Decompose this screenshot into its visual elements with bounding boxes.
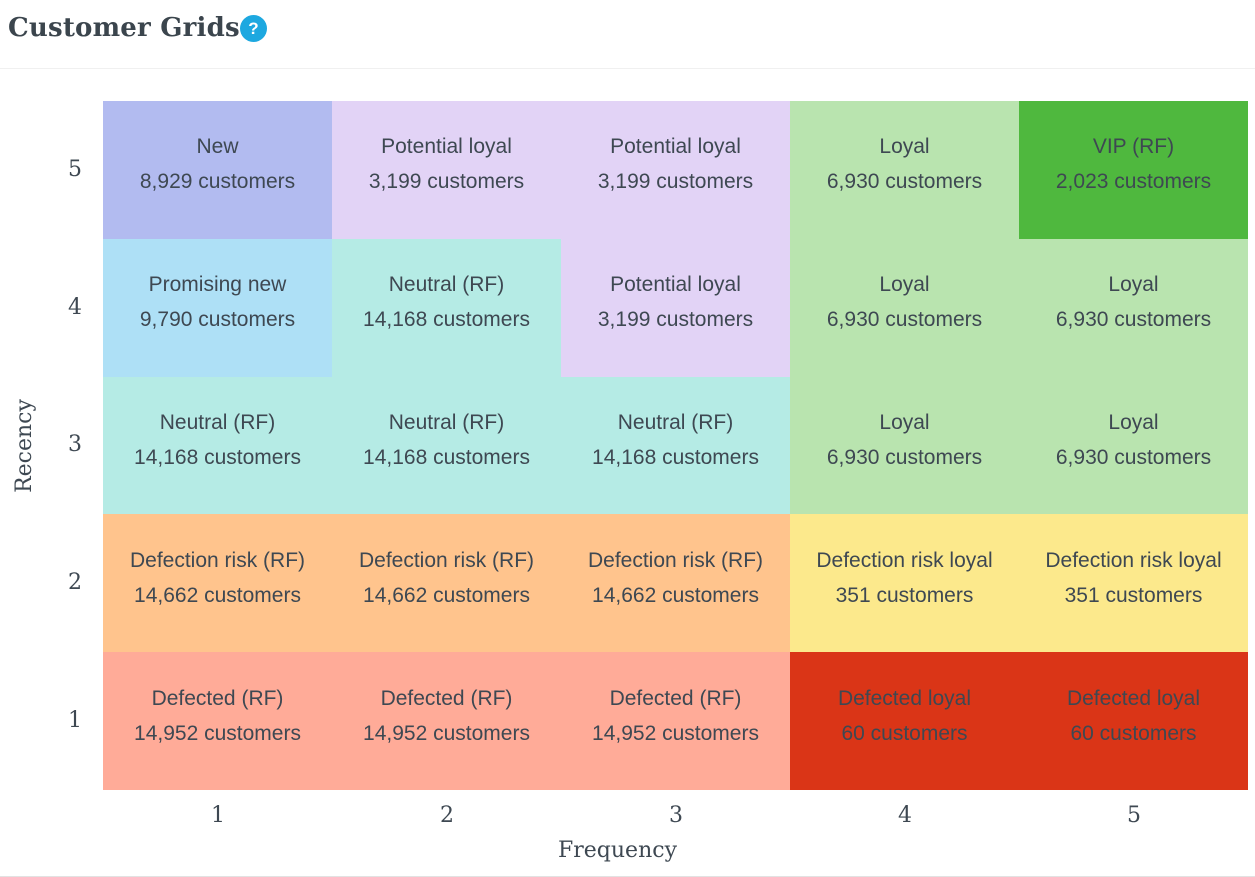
grid-cell-r1f2[interactable]: Defected (RF) 14,952 customers — [332, 652, 561, 790]
segment-name: Defection risk (RF) — [129, 548, 306, 572]
grid-cell-r1f1[interactable]: Defected (RF) 14,952 customers — [103, 652, 332, 790]
help-icon[interactable]: ? — [240, 15, 267, 42]
y-tick-5: 5 — [68, 157, 82, 182]
segment-count: 14,168 customers — [363, 308, 530, 332]
segment-name: Defection risk loyal — [1045, 548, 1222, 572]
grid-cell-r2f4[interactable]: Defection risk loyal 351 customers — [790, 514, 1019, 653]
segment-count: 6,930 customers — [826, 170, 983, 194]
grid-cell-r1f5[interactable]: Defected loyal 60 customers — [1019, 652, 1248, 790]
segment-count: 3,199 customers — [597, 308, 754, 332]
segment-name: Defected loyal — [837, 686, 972, 710]
grid-cell-r3f2[interactable]: Neutral (RF) 14,168 customers — [332, 376, 561, 515]
segment-count: 8,929 customers — [139, 170, 296, 194]
segment-count: 6,930 customers — [826, 308, 983, 332]
y-tick-4: 4 — [68, 295, 82, 320]
segment-name: Potential loyal — [381, 135, 512, 159]
grid-cell-r5f2[interactable]: Potential loyal 3,199 customers — [332, 101, 561, 239]
grid-cell-r2f3[interactable]: Defection risk (RF) 14,662 customers — [561, 514, 790, 653]
segment-name: Defection risk (RF) — [358, 548, 535, 572]
grid-cell-r5f5[interactable]: VIP (RF) 2,023 customers — [1019, 101, 1248, 239]
segment-name: Loyal — [879, 135, 930, 159]
grid-cell-r3f1[interactable]: Neutral (RF) 14,168 customers — [103, 376, 332, 515]
grid-cell-r3f5[interactable]: Loyal 6,930 customers — [1019, 376, 1248, 515]
segment-name: Defection risk (RF) — [587, 548, 764, 572]
segment-name: Defected (RF) — [380, 686, 513, 710]
segment-count: 14,662 customers — [592, 583, 759, 607]
grid-cell-r4f4[interactable]: Loyal 6,930 customers — [790, 238, 1019, 377]
segment-name: Defected (RF) — [609, 686, 742, 710]
segment-count: 14,952 customers — [592, 721, 759, 745]
segment-name: Defected loyal — [1066, 686, 1201, 710]
segment-count: 14,662 customers — [363, 583, 530, 607]
widget-header: Customer Grids ? — [0, 0, 1255, 69]
y-axis-label: Recency — [12, 399, 37, 493]
segment-name: Neutral (RF) — [159, 410, 276, 434]
grid-cell-r3f4[interactable]: Loyal 6,930 customers — [790, 376, 1019, 515]
x-tick-1: 1 — [211, 803, 225, 828]
segment-name: Potential loyal — [610, 135, 741, 159]
segment-count: 14,168 customers — [134, 445, 301, 469]
grid-cell-r5f3[interactable]: Potential loyal 3,199 customers — [561, 101, 790, 239]
segment-count: 14,168 customers — [363, 445, 530, 469]
segment-name: Loyal — [879, 410, 930, 434]
segment-name: Neutral (RF) — [388, 273, 505, 297]
segment-name: Promising new — [148, 273, 287, 297]
segment-count: 9,790 customers — [139, 308, 296, 332]
segment-name: Neutral (RF) — [388, 410, 505, 434]
grid-cell-r2f1[interactable]: Defection risk (RF) 14,662 customers — [103, 514, 332, 653]
segment-name: Loyal — [1108, 273, 1159, 297]
segment-count: 60 customers — [841, 721, 968, 745]
grid-cell-r3f3[interactable]: Neutral (RF) 14,168 customers — [561, 376, 790, 515]
segment-count: 14,952 customers — [363, 721, 530, 745]
x-tick-4: 4 — [898, 803, 912, 828]
y-tick-2: 2 — [68, 570, 82, 595]
grid-cell-r4f2[interactable]: Neutral (RF) 14,168 customers — [332, 238, 561, 377]
segment-count: 351 customers — [1064, 583, 1203, 607]
segment-name: New — [196, 135, 239, 159]
segment-count: 6,930 customers — [1055, 445, 1212, 469]
segment-name: Potential loyal — [610, 273, 741, 297]
segment-name: Defected (RF) — [151, 686, 284, 710]
segment-count: 6,930 customers — [1055, 308, 1212, 332]
page-title: Customer Grids — [8, 13, 240, 43]
grid-cell-r1f3[interactable]: Defected (RF) 14,952 customers — [561, 652, 790, 790]
grid-cell-r4f3[interactable]: Potential loyal 3,199 customers — [561, 238, 790, 377]
x-axis-label: Frequency — [558, 838, 677, 863]
segment-count: 3,199 customers — [368, 170, 525, 194]
segment-name: Loyal — [879, 273, 930, 297]
grid-cell-r1f4[interactable]: Defected loyal 60 customers — [790, 652, 1019, 790]
segment-count: 14,168 customers — [592, 445, 759, 469]
segment-name: Defection risk loyal — [816, 548, 993, 572]
segment-count: 14,952 customers — [134, 721, 301, 745]
grid-cell-r4f5[interactable]: Loyal 6,930 customers — [1019, 238, 1248, 377]
y-tick-1: 1 — [68, 708, 82, 733]
grid-cell-r5f1[interactable]: New 8,929 customers — [103, 101, 332, 239]
grid-cell-r5f4[interactable]: Loyal 6,930 customers — [790, 101, 1019, 239]
segment-count: 2,023 customers — [1055, 170, 1212, 194]
x-tick-2: 2 — [440, 803, 454, 828]
segment-count: 14,662 customers — [134, 583, 301, 607]
grid-cell-r4f1[interactable]: Promising new 9,790 customers — [103, 238, 332, 377]
segment-name: Neutral (RF) — [617, 410, 734, 434]
segment-count: 6,930 customers — [826, 445, 983, 469]
segment-name: Loyal — [1108, 410, 1159, 434]
segment-count: 60 customers — [1070, 721, 1197, 745]
grid-cell-r2f5[interactable]: Defection risk loyal 351 customers — [1019, 514, 1248, 653]
segment-name: VIP (RF) — [1092, 135, 1175, 159]
segment-count: 3,199 customers — [597, 170, 754, 194]
grid-cell-r2f2[interactable]: Defection risk (RF) 14,662 customers — [332, 514, 561, 653]
x-tick-5: 5 — [1127, 803, 1141, 828]
customer-grid: New 8,929 customers Potential loyal 3,199 … — [103, 101, 1248, 790]
y-tick-3: 3 — [68, 432, 82, 457]
segment-count: 351 customers — [835, 583, 974, 607]
x-tick-3: 3 — [669, 803, 683, 828]
